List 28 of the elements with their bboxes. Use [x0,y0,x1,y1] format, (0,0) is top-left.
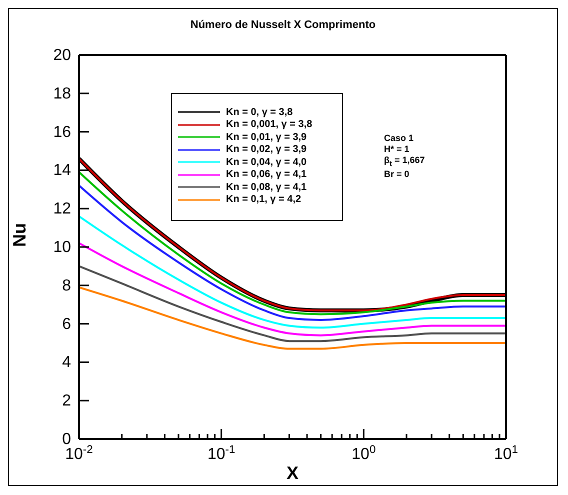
y-tick-label: 12 [53,200,72,218]
legend-label: Kn = 0,01, γ = 3,9 [226,132,307,143]
legend-label: Kn = 0,02, γ = 3,9 [226,144,307,156]
y-tick-label: 6 [62,316,72,333]
annotation: Br = 0 [384,168,410,180]
y-tick-label: 20 [53,47,72,64]
y-tick-label: 10 [53,239,72,256]
legend-label: Kn = 0,06, γ = 4,1 [226,169,307,180]
x-axis-title: X [286,463,299,483]
annotation: Caso 1 [384,133,415,144]
legend-label: Kn = 0,08, γ = 4,1 [226,182,307,193]
annotation: β$_{t}$ = 1,667 [384,155,425,169]
annotation: H* = 1 [384,144,410,155]
legend-label: Kn = 0,001, γ = 3,8 [226,119,312,130]
x-tick-label: 10$^{1}$ [494,444,518,463]
y-tick-label: 18 [53,85,72,102]
y-tick-label: 4 [62,354,72,372]
legend-label: Kn = 0,04, γ = 4,0 [226,156,307,168]
y-axis-title: Nu [9,223,30,247]
legend-label: Kn = 0,1, γ = 4,2 [226,194,302,206]
y-tick-label: 16 [53,124,72,141]
legend-label: Kn = 0, γ = 3,8 [226,106,293,118]
chart-title: Número de Nusselt X Comprimento [189,19,377,31]
y-tick-label: 8 [62,277,72,294]
y-tick-label: 2 [62,392,72,410]
x-tick-label: 10$^{0}$ [352,444,376,463]
y-tick-label: 14 [53,162,72,180]
x-tick-label: 10$^{-1}$ [207,444,236,463]
